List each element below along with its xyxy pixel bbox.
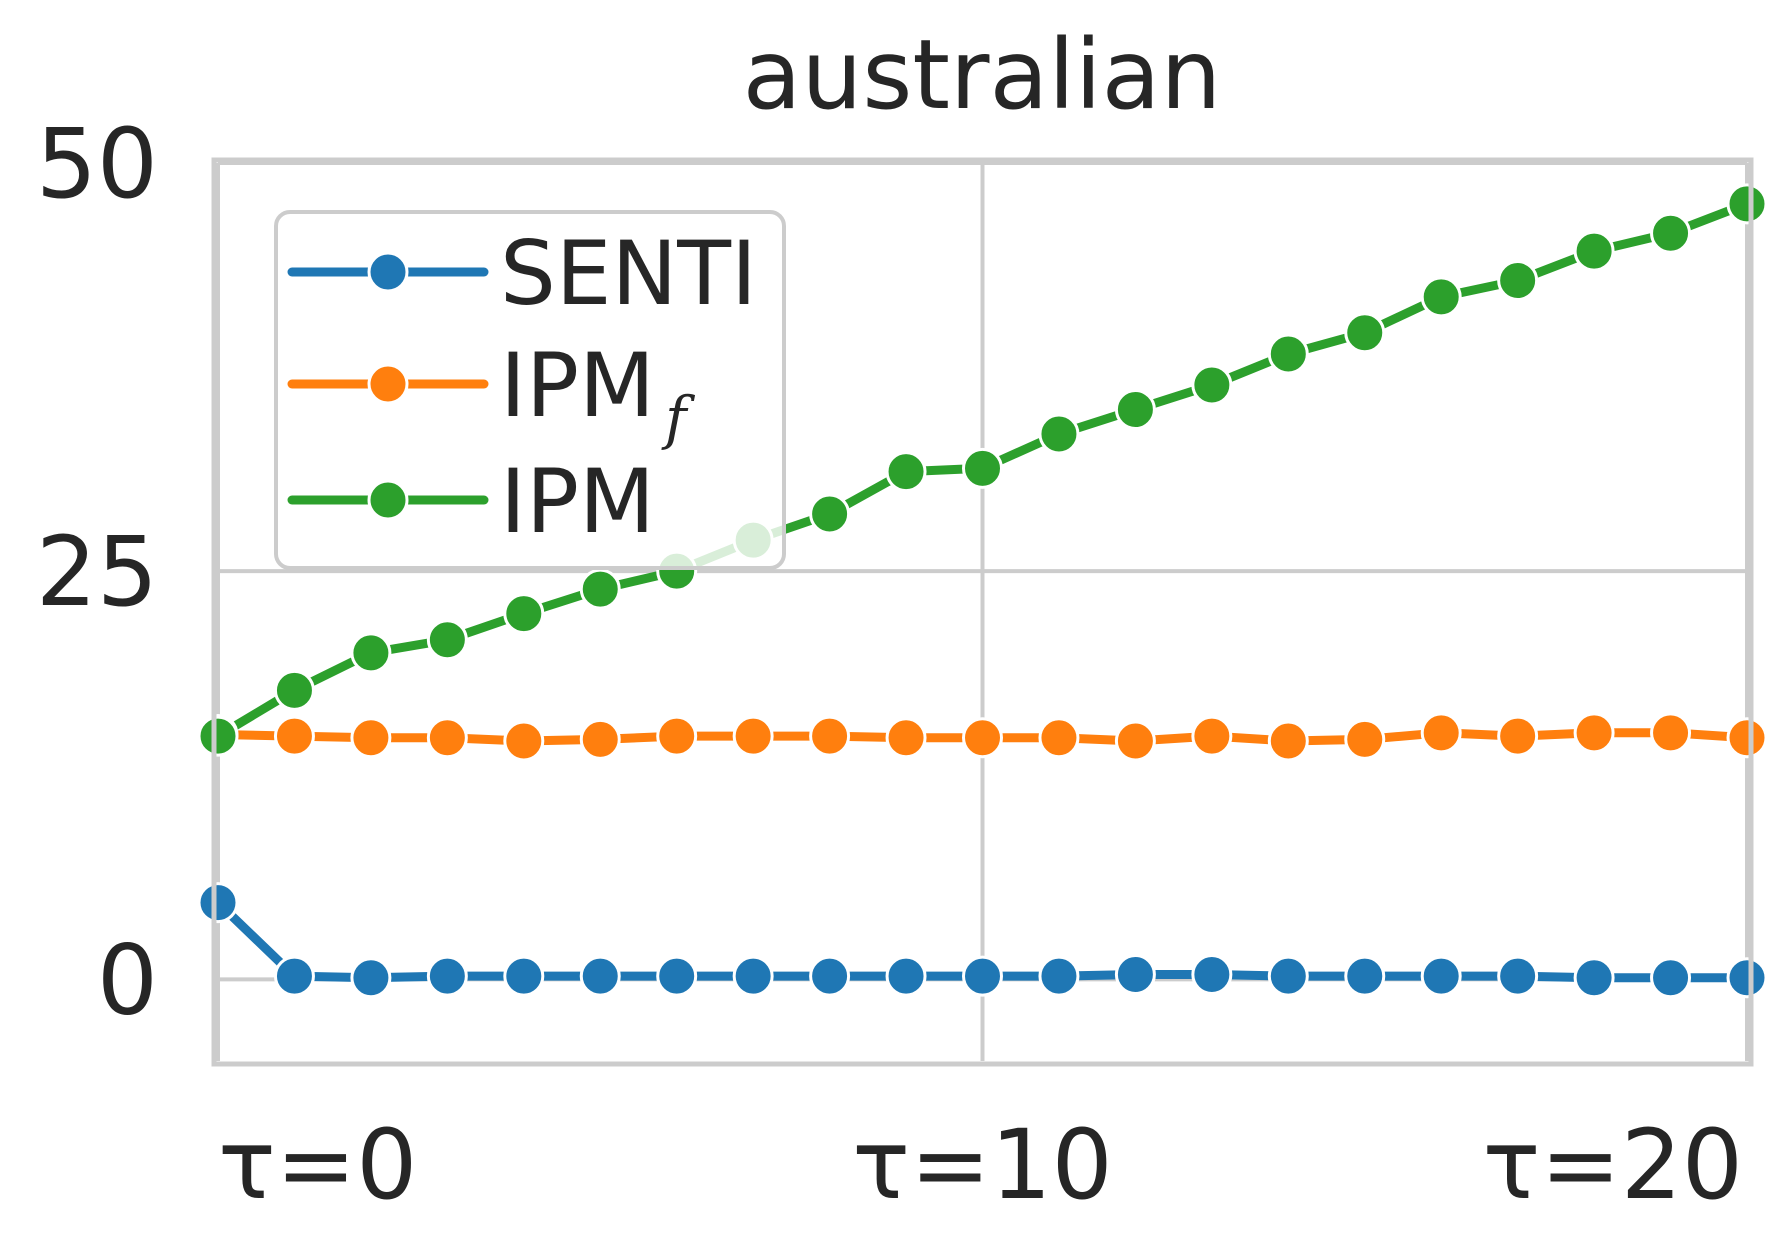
series-2-point-12: [1114, 389, 1156, 431]
series-1-point-10: [962, 717, 1003, 759]
legend-label-2: IPM: [500, 450, 655, 553]
series-2-point-1: [273, 669, 315, 711]
series-0-point-4: [503, 955, 545, 997]
x-tick-label-0: τ=0: [218, 1109, 417, 1221]
series-0-point-8: [809, 955, 851, 997]
legend-marker-0: [367, 251, 409, 293]
series-2-point-4: [503, 593, 545, 635]
series-1-point-6: [656, 715, 698, 757]
plot-frame: [211, 157, 1754, 1067]
series-0-point-17: [1497, 955, 1539, 997]
series-0-point-11: [1038, 955, 1080, 997]
series-1-point-14: [1267, 720, 1309, 762]
series-2-point-3: [426, 619, 468, 661]
y-tick-label-1: 25: [36, 516, 158, 628]
y-tick-labels: 0 25 50: [36, 108, 158, 1036]
series-1-point-12: [1114, 720, 1156, 762]
series-2-point-14: [1267, 333, 1309, 375]
series-2-point-17: [1497, 260, 1539, 302]
legend-label-0: SENTI: [500, 222, 757, 325]
series-1-point-20: [1726, 717, 1768, 759]
series-2-point-13: [1191, 364, 1233, 406]
y-tick-label-2: 50: [36, 108, 158, 220]
legend-box: [274, 210, 786, 570]
series-2-point-11: [1038, 413, 1080, 455]
series-1-point-2: [350, 717, 392, 759]
series-2-point-0: [197, 715, 239, 757]
series-markers: [197, 183, 1768, 999]
series-2-point-2: [350, 632, 392, 674]
series-0-point-12: [1114, 953, 1156, 995]
y-tick-label-0: 0: [97, 924, 158, 1036]
series-1-point-16: [1420, 712, 1462, 754]
x-tick-label-2: τ=20: [1483, 1109, 1743, 1221]
series-0-point-10: [962, 955, 1003, 997]
series-2-point-9: [885, 451, 927, 493]
series-2-point-8: [809, 493, 851, 535]
series-1-point-3: [426, 717, 468, 759]
series-0-point-9: [885, 955, 927, 997]
series-0-point-20: [1726, 957, 1768, 999]
chart-title: australian: [743, 19, 1222, 131]
series-2-point-16: [1420, 276, 1462, 318]
series-0-point-5: [579, 955, 621, 997]
series-0-point-3: [426, 955, 468, 997]
series-0-point-14: [1267, 955, 1309, 997]
series-2-point-18: [1573, 230, 1615, 272]
series-0-point-1: [273, 955, 315, 997]
series-1-point-1: [273, 715, 315, 757]
x-tick-labels: τ=0 τ=10 τ=20: [218, 1109, 1743, 1221]
series-2-point-19: [1650, 212, 1692, 254]
series-0-point-7: [732, 955, 774, 997]
series-2-point-15: [1344, 312, 1386, 354]
series-1-point-18: [1573, 712, 1615, 754]
series-1-point-15: [1344, 718, 1386, 760]
series-2-point-10: [962, 447, 1003, 489]
series-2-point-5: [579, 568, 621, 610]
x-tick-label-1: τ=10: [852, 1109, 1112, 1221]
series-0-point-2: [350, 957, 392, 999]
series-0-point-16: [1420, 955, 1462, 997]
series-0-point-19: [1650, 957, 1692, 999]
series-1-point-8: [809, 715, 851, 757]
series-1-point-19: [1650, 712, 1692, 754]
legend-marker-2: [367, 479, 409, 521]
legend-marker-1: [367, 363, 409, 405]
series-0-point-0: [197, 882, 239, 924]
series-0-point-18: [1573, 957, 1615, 999]
series-1-point-5: [579, 718, 621, 760]
series-1-point-4: [503, 720, 545, 762]
series-0-point-6: [656, 955, 698, 997]
series-1-point-11: [1038, 717, 1080, 759]
series-0-point-13: [1191, 953, 1233, 995]
series-2-point-20: [1726, 183, 1768, 225]
series-1-point-17: [1497, 715, 1539, 757]
series-1-point-13: [1191, 715, 1233, 757]
series-1-point-9: [885, 717, 927, 759]
series-0-point-15: [1344, 955, 1386, 997]
series-1-point-7: [732, 715, 774, 757]
